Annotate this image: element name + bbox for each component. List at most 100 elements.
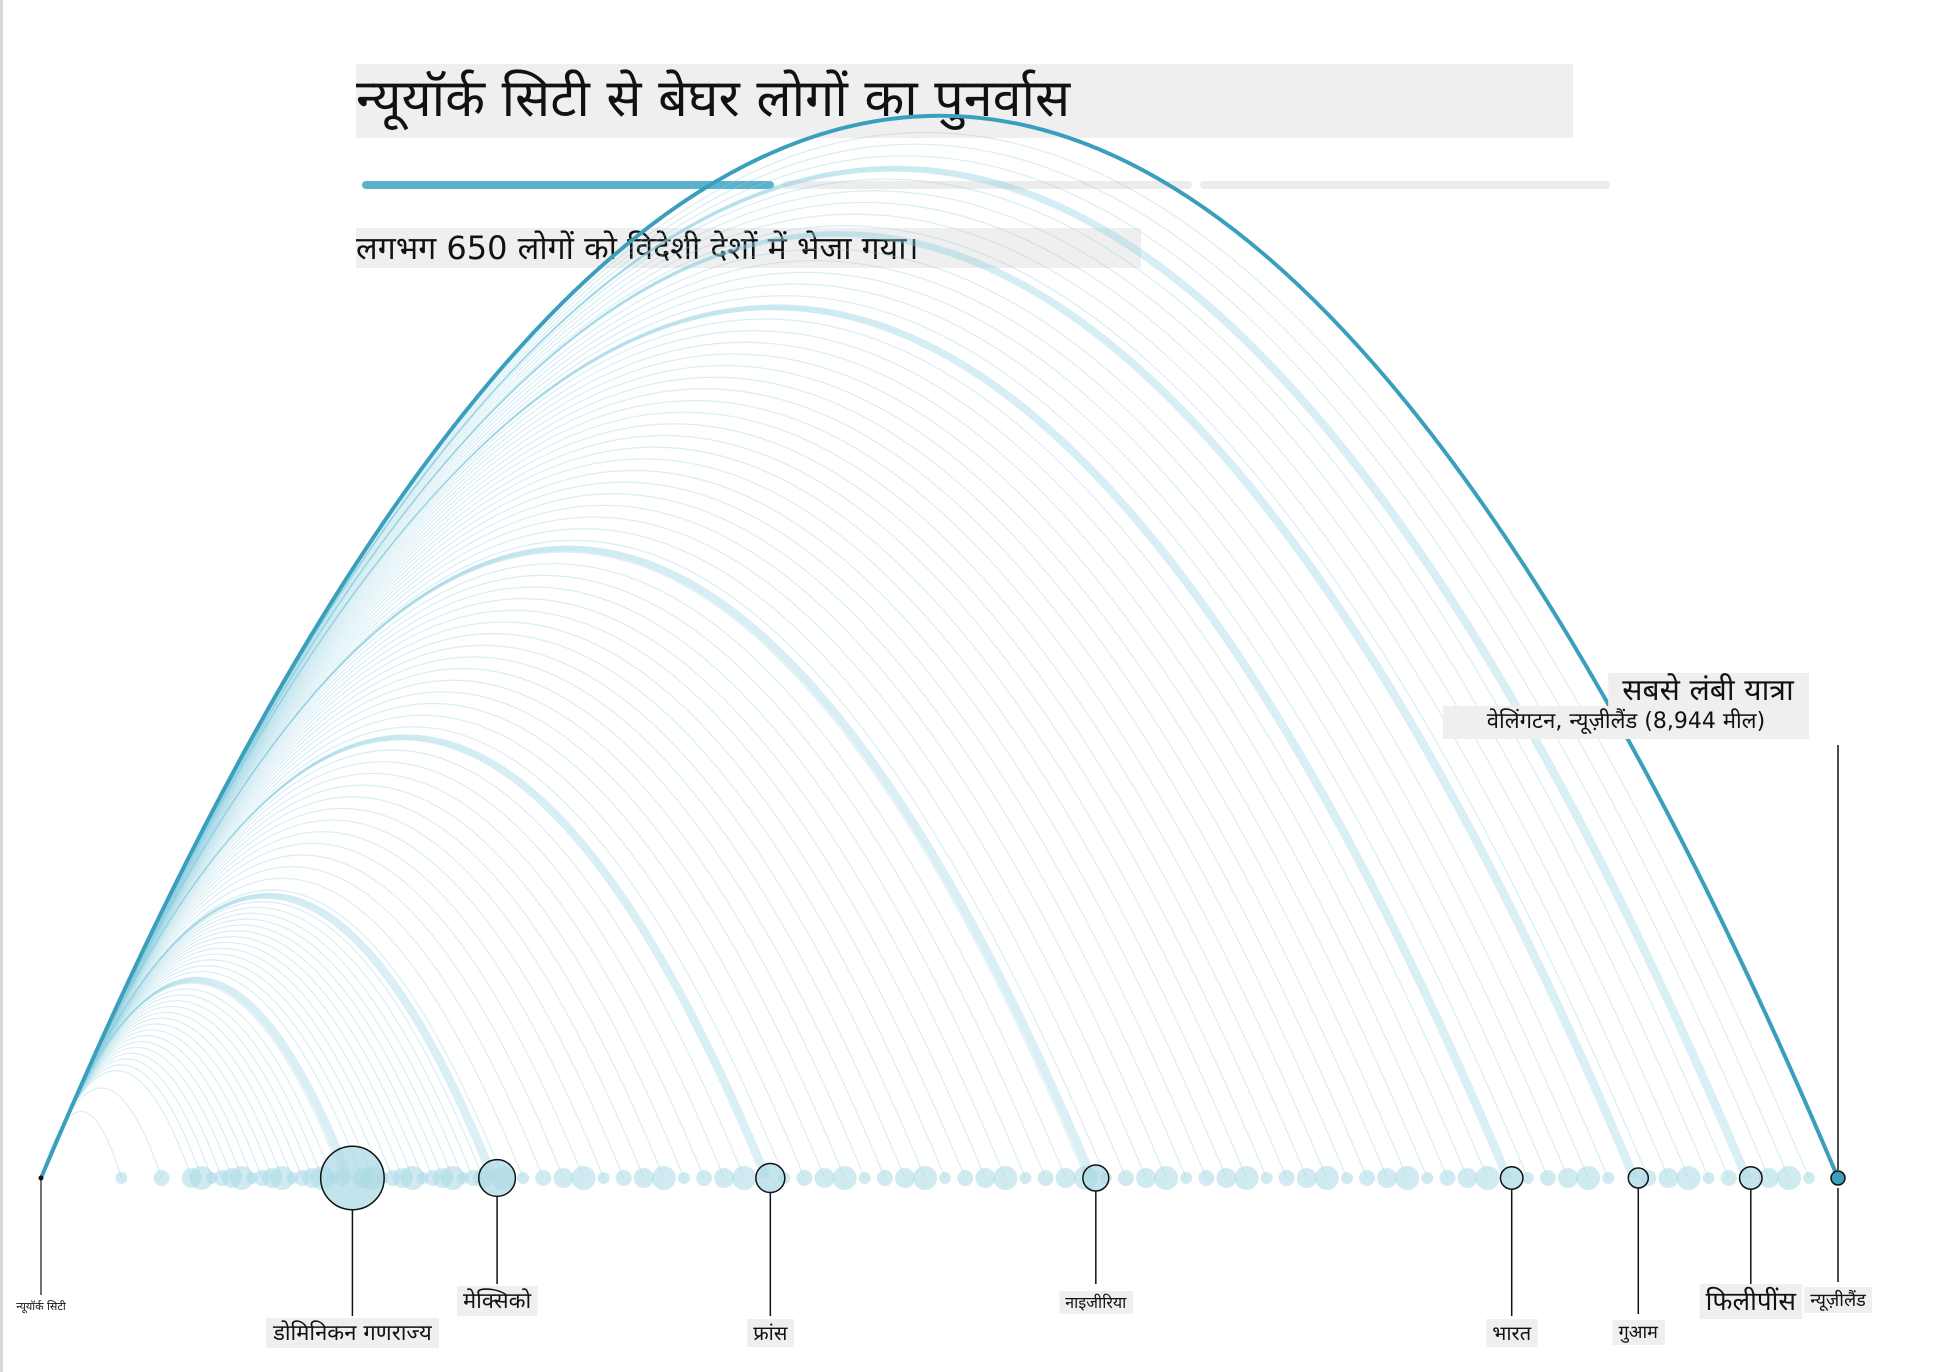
destination-dot: [1019, 1172, 1032, 1184]
destination-dot: [1278, 1170, 1295, 1186]
label-background: [1699, 1284, 1803, 1319]
destination-arc: [40, 341, 1448, 1179]
destination-arc: [40, 679, 866, 1179]
destination-arc: [40, 169, 1745, 1179]
destination-arc: [40, 190, 1710, 1179]
destination-arc: [40, 819, 625, 1179]
progress-step-1[interactable]: [362, 181, 774, 189]
destination-arc: [40, 796, 665, 1179]
destination-arc: [40, 621, 966, 1179]
destination-dot: [1475, 1166, 1500, 1190]
destination-dot: [571, 1166, 596, 1190]
destination-arc: [40, 304, 1513, 1179]
destination-arc: [40, 411, 1328, 1179]
destination-label: फिलीपींस: [1706, 1286, 1797, 1317]
destination-arc: [40, 736, 768, 1179]
destination-arc: [40, 481, 1207, 1179]
destination-arc: [40, 965, 374, 1179]
destination-dot: [440, 1166, 465, 1190]
destination-arc: [40, 734, 771, 1179]
destination-dot: [189, 1166, 214, 1190]
destination-arc: [40, 854, 564, 1179]
longest-trip-arc: [39, 114, 1840, 1179]
destination-arc: [40, 248, 1609, 1179]
destination-dot: [1198, 1170, 1215, 1186]
destination-arc: [40, 896, 492, 1179]
annotation-title-background: [1608, 673, 1809, 708]
destination-arc: [40, 283, 1549, 1179]
destination-dot: [1500, 1166, 1523, 1190]
label-background: [266, 1318, 439, 1348]
arcs-layer: [40, 132, 1810, 1179]
destination-arc: [40, 866, 544, 1179]
destination-arc: [40, 912, 464, 1179]
destination-arc: [40, 930, 434, 1179]
destination-arc: [40, 330, 1469, 1179]
destination-arc: [40, 739, 763, 1179]
destination-arc: [40, 202, 1690, 1179]
destination-dot: [993, 1166, 1018, 1190]
destination-dot: [1602, 1172, 1615, 1184]
destination-arc: [40, 545, 1097, 1179]
destination-arc: [40, 547, 1094, 1179]
destination-dot: [1340, 1172, 1353, 1184]
destination-arc: [40, 551, 1087, 1179]
destination-dot: [597, 1172, 610, 1184]
annotation-text-background: [1442, 706, 1810, 739]
destination-arc: [40, 953, 394, 1179]
label-background: [1804, 1287, 1873, 1313]
progress-step-3[interactable]: [1200, 181, 1610, 189]
destination-arc: [40, 167, 1749, 1179]
destination-dot: [1082, 1165, 1109, 1191]
destination-arc: [40, 376, 1388, 1179]
destination-arc: [40, 446, 1268, 1179]
destination-ring: [319, 1145, 385, 1211]
destination-dot: [270, 1166, 295, 1190]
destination-dot: [894, 1168, 915, 1188]
destination-arc: [40, 230, 1639, 1179]
destination-ring: [1082, 1164, 1110, 1192]
destination-arc: [40, 807, 645, 1179]
destination-arc: [40, 170, 1744, 1179]
destination-dot: [714, 1168, 735, 1188]
destination-dot: [1055, 1168, 1076, 1188]
destination-arc: [40, 365, 1408, 1179]
destination-label: मेक्सिको: [463, 1288, 531, 1314]
destination-arc: [40, 399, 1348, 1179]
label-background: [1486, 1319, 1538, 1347]
destination-dot: [1377, 1168, 1398, 1188]
destination-arc: [40, 893, 497, 1179]
destination-dot: [1539, 1170, 1556, 1186]
destination-arc: [40, 656, 906, 1179]
destination-arc: [40, 761, 725, 1179]
destination-label: भारत: [1492, 1321, 1531, 1345]
destination-arc: [40, 563, 1067, 1179]
destination-arc: [40, 897, 490, 1179]
destination-arc: [40, 735, 770, 1179]
destination-arc: [40, 936, 424, 1179]
destination-arc: [40, 306, 1510, 1179]
destination-dot: [1758, 1168, 1779, 1188]
destination-dot: [1395, 1166, 1420, 1190]
destination-arc: [40, 435, 1288, 1179]
destination-arc: [40, 924, 444, 1179]
destination-dot: [1676, 1166, 1701, 1190]
destination-arc: [40, 165, 1752, 1179]
destination-arc: [40, 232, 1636, 1179]
destination-ring: [1499, 1166, 1524, 1190]
destination-dot: [633, 1168, 654, 1188]
origin-label: न्यूयॉर्क सिटी: [16, 1300, 66, 1314]
destination-arc: [40, 516, 1147, 1179]
destination-dot: [913, 1166, 938, 1190]
progress-step-2[interactable]: [782, 181, 1192, 189]
destination-arc: [40, 667, 886, 1179]
destination-dot: [1628, 1168, 1649, 1188]
destination-dot: [1359, 1170, 1376, 1186]
labels-layer: डोमिनिकन गणराज्य मेक्सिको फ्रांस नाइजीरिया भ…: [16, 673, 1873, 1348]
destination-dot: [615, 1170, 632, 1186]
destination-arc: [40, 942, 414, 1179]
destination-arc: [40, 726, 785, 1179]
destination-arc: [40, 703, 826, 1179]
destination-dot: [1296, 1168, 1317, 1188]
